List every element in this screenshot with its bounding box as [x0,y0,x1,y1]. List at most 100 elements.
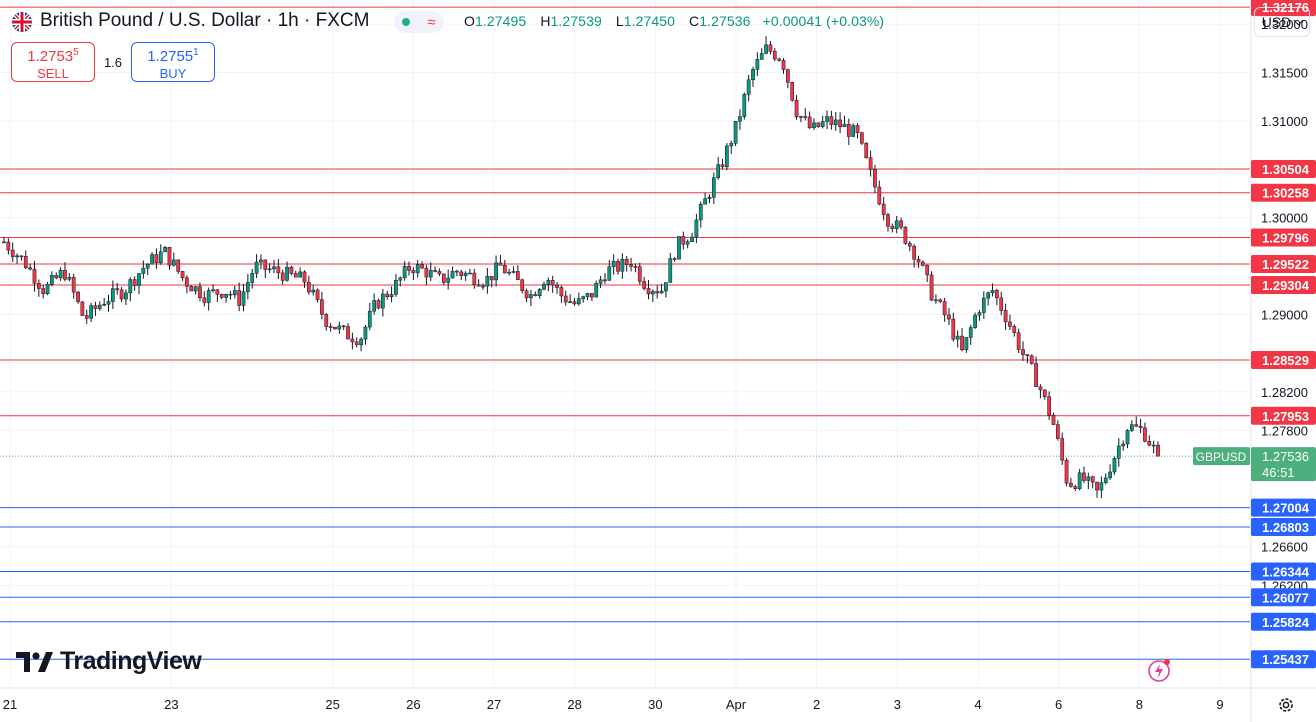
candle-body [820,121,825,127]
candle-body [71,277,76,293]
candle-body [106,301,111,305]
candle-body [568,301,572,303]
candle-body [960,335,964,351]
candle-body [777,58,781,61]
sell-button[interactable]: 1.27535 SELL [11,42,95,82]
candle-body [328,326,333,328]
resistance-level-tag-label: 1.27953 [1262,409,1309,424]
candle-body [807,116,812,129]
candle-body [764,44,768,54]
candle-body [694,219,699,238]
candle-body [1012,326,1017,334]
candle-body [180,271,185,279]
candle-body [376,300,381,309]
candle-body [785,69,790,83]
lightning-icon[interactable] [1146,657,1172,683]
candle-body [23,256,28,269]
candle-body [171,259,176,266]
candle-body [542,283,546,290]
candle-body [80,301,85,316]
candle-body [446,277,451,283]
candle-body [437,271,442,275]
candle-body [981,297,986,313]
candle-body [816,122,821,127]
candle-body [1055,424,1060,439]
candle-body [1099,482,1104,491]
candle-body [986,292,991,299]
candle-body [511,271,516,273]
candle-body [1060,438,1065,461]
time-tick-label: 3 [894,697,901,712]
candle-body [202,297,207,303]
symbol-title[interactable]: British Pound / U.S. Dollar · 1h · FXCM [40,10,370,31]
candle-body [498,262,503,266]
candle-body [1156,444,1160,457]
candle-body [825,116,829,122]
market-status[interactable]: ≈ [394,11,444,33]
candle-body [389,294,394,298]
buy-button[interactable]: 1.27551 BUY [131,42,215,82]
candle-body [428,270,433,278]
candle-body [111,288,115,302]
candle-body [1016,332,1021,350]
candle-body [1069,482,1073,487]
candle-body [738,116,742,122]
candle-body [254,261,259,274]
settings-gear-icon[interactable] [1275,694,1297,716]
candle-body [1130,424,1134,431]
candle-body [942,301,947,316]
candles [2,36,1160,499]
candle-body [720,164,725,168]
candle-body [124,292,128,300]
candle-body [1073,486,1078,489]
price-tick-label: 1.28200 [1261,385,1308,400]
candle-body [576,298,581,305]
price-tick-label: 1.32000 [1261,17,1308,32]
candle-body [154,254,159,264]
candle-body [590,293,594,298]
currency-selector[interactable]: USD [1254,7,1310,37]
candle-body [119,289,124,300]
candle-body [899,220,903,228]
candle-body [812,122,816,129]
candle-body [790,82,795,101]
candle-body [2,241,6,244]
time-tick-label: Apr [726,697,747,712]
candle-body [555,284,559,288]
candle-body [502,265,507,274]
spread-value: 1.6 [103,55,123,70]
candle-body [929,274,934,301]
candle-body [907,243,912,247]
candle-body [947,314,951,320]
candle-body [916,258,921,263]
candle-body [864,142,869,158]
candle-body [881,203,886,215]
candle-body [276,266,281,274]
price-tick-label: 1.29000 [1261,307,1308,322]
candle-body [76,291,80,303]
resistance-level-tag [1251,351,1316,370]
candle-body [1077,472,1082,489]
candle-body [45,284,50,294]
candle-body [32,268,37,284]
candle-body [912,245,916,260]
candle-body [572,301,577,305]
candle-body [250,273,255,283]
candle-body [938,299,943,302]
candle-body [746,79,751,95]
candle-body [150,254,154,265]
time-tick-label: 28 [567,697,581,712]
candle-body [1112,458,1117,473]
candle-body [1042,389,1047,397]
candle-body [167,247,172,266]
candle-body [829,116,834,125]
candle-body [659,290,664,294]
candle-body [463,272,468,276]
candle-body [363,326,368,340]
support-level-tag-label: 1.26344 [1262,564,1310,579]
candle-body [407,266,411,271]
candle-body [394,279,398,295]
candle-body [6,241,11,251]
